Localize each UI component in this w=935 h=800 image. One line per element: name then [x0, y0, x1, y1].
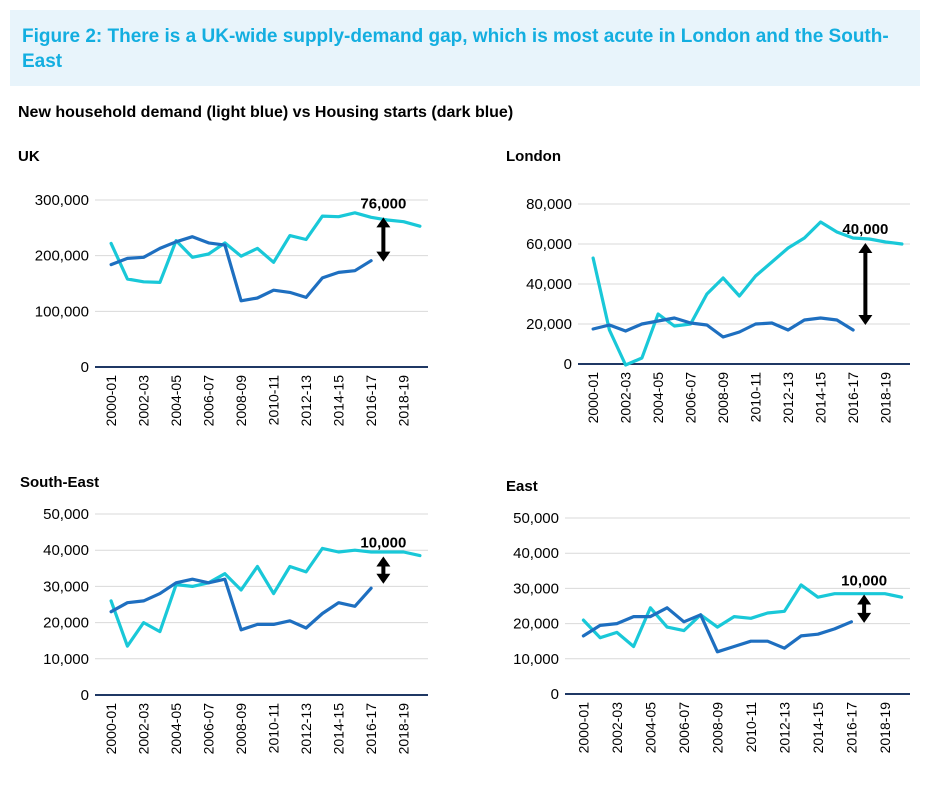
y-tick-label: 300,000	[35, 192, 89, 209]
gap-arrow-head-up	[376, 556, 391, 567]
panel-title-uk: UK	[18, 148, 40, 165]
demand-series-line	[109, 546, 422, 648]
y-tick-label: 60,000	[526, 236, 572, 253]
panel-title-south-east: South-East	[20, 474, 100, 491]
x-tick-label: 2004-05	[650, 372, 666, 424]
gap-arrow-head-down	[376, 251, 391, 262]
y-tick-label: 200,000	[35, 248, 89, 265]
figure-title: Figure 2: There is a UK-wide supply-dema…	[22, 26, 889, 72]
x-tick-label: 2004-05	[168, 375, 184, 427]
y-tick-label: 10,000	[513, 651, 559, 668]
x-tick-label: 2008-09	[233, 703, 249, 755]
y-tick-label: 40,000	[513, 545, 559, 562]
x-tick-label: 2018-19	[396, 375, 412, 427]
demand-series-line	[591, 220, 904, 367]
x-tick-label: 2008-09	[709, 702, 725, 754]
y-tick-label: 20,000	[513, 616, 559, 633]
y-tick-label: 20,000	[43, 615, 89, 632]
starts-series-line	[581, 606, 854, 654]
gap-arrow-head-up	[376, 217, 391, 228]
x-tick-label: 2006-07	[201, 703, 217, 755]
x-tick-label: 2012-13	[298, 375, 314, 427]
starts-series-line	[591, 316, 855, 339]
starts-series-line	[109, 577, 373, 632]
y-tick-label: 30,000	[43, 578, 89, 595]
x-tick-label: 2016-17	[363, 375, 379, 427]
gap-arrow-head-up	[857, 594, 872, 605]
y-tick-label: 0	[564, 356, 572, 373]
y-tick-label: 0	[81, 359, 89, 376]
y-tick-label: 0	[551, 686, 559, 703]
panel-title-london: London	[506, 148, 561, 165]
x-tick-label: 2004-05	[642, 702, 658, 754]
gap-annotation-label: 76,000	[360, 195, 406, 212]
y-tick-label: 10,000	[43, 651, 89, 668]
x-tick-label: 2010-11	[266, 375, 282, 426]
chart-east: 0 10,000 20,000 30,000 40,000 50,000 2000-01 20…	[513, 510, 910, 753]
y-tick-label: 50,000	[43, 506, 89, 523]
x-tick-label: 2018-19	[396, 703, 412, 755]
x-tick-label: 2012-13	[780, 372, 796, 424]
x-tick-label: 2018-19	[877, 702, 893, 754]
x-tick-label: 2008-09	[715, 372, 731, 424]
gap-arrow-head-up	[858, 243, 873, 253]
x-tick-label: 2014-15	[810, 702, 826, 754]
x-tick-label: 2006-07	[683, 372, 699, 424]
gap-annotation-label: 10,000	[841, 572, 887, 589]
gap-arrow-head-down	[858, 315, 873, 325]
x-tick-label: 2010-11	[266, 703, 282, 754]
x-tick-label: 2014-15	[813, 372, 829, 424]
demand-series-line	[581, 583, 904, 649]
x-tick-label: 2008-09	[233, 375, 249, 427]
chart-south-east: 0 10,000 20,000 30,000 40,000 50,000 2000-01 20…	[43, 506, 428, 754]
y-tick-label: 40,000	[526, 276, 572, 293]
x-tick-label: 2002-03	[136, 703, 152, 755]
demand-series-line	[109, 211, 422, 284]
x-tick-label: 2002-03	[618, 372, 634, 424]
x-tick-label: 2006-07	[201, 375, 217, 427]
y-tick-label: 40,000	[43, 542, 89, 559]
x-tick-label: 2012-13	[776, 702, 792, 754]
x-tick-label: 2010-11	[748, 372, 764, 423]
y-tick-label: 100,000	[35, 303, 89, 320]
x-tick-label: 2000-01	[585, 372, 601, 424]
x-tick-label: 2016-17	[363, 703, 379, 755]
y-tick-label: 50,000	[513, 510, 559, 527]
x-tick-label: 2010-11	[743, 702, 759, 753]
y-tick-label: 0	[81, 687, 89, 704]
starts-series-line	[109, 235, 373, 303]
x-tick-label: 2000-01	[103, 375, 119, 427]
chart-london: 0 20,000 40,000 60,000 80,000 2000-01 2002-03 2…	[526, 196, 910, 423]
x-tick-label: 2016-17	[845, 372, 861, 424]
x-tick-label: 2000-01	[575, 702, 591, 754]
x-tick-label: 2006-07	[676, 702, 692, 754]
x-tick-label: 2000-01	[103, 703, 119, 755]
figure-subtitle: New household demand (light blue) vs Hou…	[18, 104, 514, 121]
gap-arrow-head-down	[376, 573, 391, 584]
chart-uk: 0 100,000 200,000 300,000 2000-01 2002-03 2004…	[35, 192, 428, 426]
y-tick-label: 80,000	[526, 196, 572, 213]
gap-arrow-head-down	[857, 612, 872, 623]
figure-banner: Figure 2: There is a UK-wide supply-dema…	[10, 10, 920, 86]
x-tick-label: 2012-13	[298, 703, 314, 755]
x-tick-label: 2016-17	[843, 702, 859, 754]
panel-title-east: East	[506, 478, 538, 495]
x-tick-label: 2002-03	[609, 702, 625, 754]
gap-annotation-label: 10,000	[360, 534, 406, 551]
y-tick-label: 30,000	[513, 580, 559, 597]
x-tick-label: 2018-19	[878, 372, 894, 424]
x-tick-label: 2004-05	[168, 703, 184, 755]
y-tick-label: 20,000	[526, 316, 572, 333]
gap-annotation-label: 40,000	[842, 221, 888, 238]
x-tick-label: 2014-15	[331, 375, 347, 427]
x-tick-label: 2002-03	[136, 375, 152, 427]
x-tick-label: 2014-15	[331, 703, 347, 755]
